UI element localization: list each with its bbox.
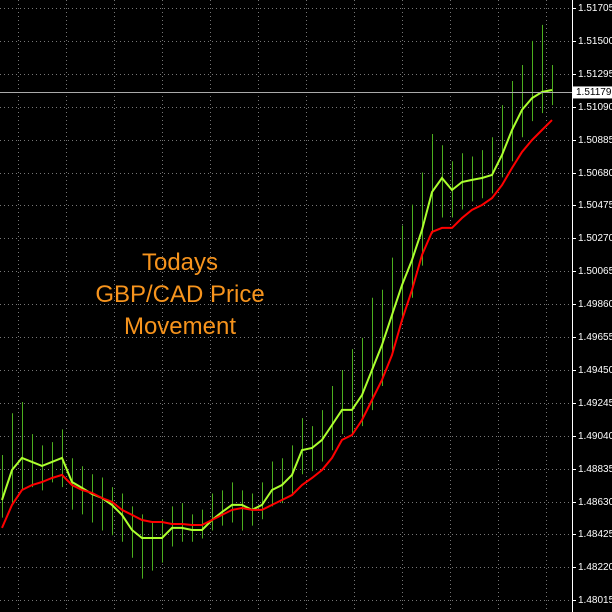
- annotation: Movement: [124, 313, 236, 340]
- y-tick-label: 1.48630: [578, 497, 612, 508]
- y-tick-label: 1.50065: [578, 266, 612, 277]
- annotation: GBP/CAD Price: [95, 281, 264, 308]
- y-tick-label: 1.50475: [578, 200, 612, 211]
- y-tick-label: 1.50885: [578, 135, 612, 146]
- y-tick-label: 1.49655: [578, 332, 612, 343]
- y-tick-label: 1.49860: [578, 299, 612, 310]
- current-price-label: 1.51179: [576, 87, 612, 98]
- y-tick-label: 1.49450: [578, 365, 612, 376]
- y-tick-label: 1.51295: [578, 69, 612, 80]
- y-tick-label: 1.48835: [578, 464, 612, 475]
- y-tick-label: 1.51500: [578, 36, 612, 47]
- y-tick-label: 1.51705: [578, 3, 612, 14]
- y-tick-label: 1.50270: [578, 233, 612, 244]
- y-tick-label: 1.48220: [578, 562, 612, 573]
- y-tick-label: 1.51090: [578, 102, 612, 113]
- y-tick-label: 1.49040: [578, 431, 612, 442]
- current-price-box: [573, 86, 612, 99]
- moving-average: [1, 119, 553, 529]
- y-tick-label: 1.49245: [578, 398, 612, 409]
- y-tick-label: 1.50680: [578, 168, 612, 179]
- y-tick-label: 1.48425: [578, 529, 612, 540]
- y-tick-label: 1.48015: [578, 595, 612, 606]
- annotation: Todays: [142, 249, 218, 276]
